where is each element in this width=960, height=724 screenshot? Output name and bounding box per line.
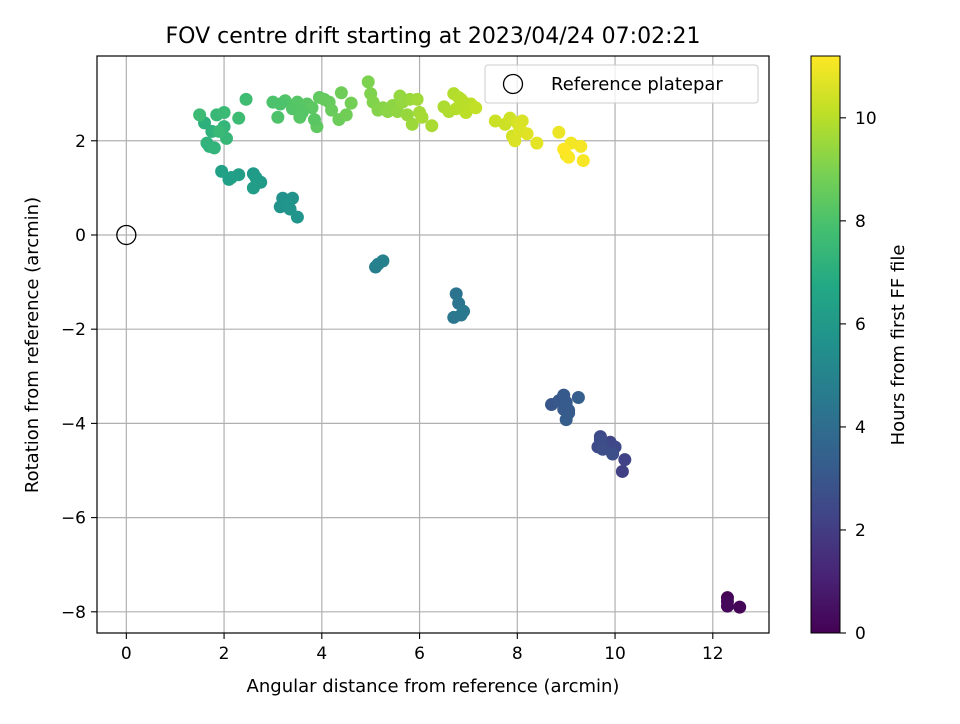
data-point (557, 142, 571, 156)
data-points (193, 75, 747, 614)
y-tick-label: −4 (61, 414, 86, 434)
legend-label: Reference platepar (551, 74, 723, 95)
data-point (488, 114, 502, 128)
x-tick-label: 6 (414, 644, 425, 664)
colorbar-tick-label: 2 (855, 521, 866, 541)
data-point (615, 464, 629, 478)
data-point (618, 453, 632, 467)
data-point (596, 442, 610, 456)
y-tick-label: −8 (61, 603, 86, 623)
data-point (393, 89, 407, 103)
chart-title: FOV centre drift starting at 2023/04/24 … (166, 24, 701, 49)
data-point (207, 141, 221, 155)
plot-frame (96, 55, 770, 634)
data-point (552, 125, 566, 139)
y-tick-label: 2 (75, 132, 86, 152)
data-point (574, 139, 588, 153)
data-point (193, 108, 207, 122)
y-axis-label: Rotation from reference (arcmin) (22, 197, 43, 493)
data-point (339, 108, 353, 122)
data-point (290, 95, 304, 109)
y-tick-label: −2 (61, 320, 86, 340)
colorbar-ticks: 0 2 4 6 8 10 (840, 109, 877, 644)
data-point (217, 106, 231, 120)
y-tick-label: 0 (75, 226, 86, 246)
data-point (530, 136, 544, 150)
data-point (271, 110, 285, 124)
colorbar-tick-label: 8 (855, 212, 866, 232)
data-point (606, 447, 620, 461)
x-tick-label: 2 (219, 644, 230, 664)
data-point (576, 154, 590, 168)
data-point (246, 181, 260, 195)
data-point (415, 110, 429, 124)
data-point (215, 164, 229, 178)
data-point (239, 92, 253, 106)
reference-point (116, 224, 137, 246)
legend: Reference platepar (484, 64, 759, 104)
data-point (334, 86, 348, 100)
data-point (344, 96, 358, 110)
data-point (410, 92, 424, 106)
data-point (249, 171, 263, 185)
reference-marker (116, 224, 137, 246)
data-point (425, 119, 439, 133)
y-axis-ticks: −8 −6 −4 −2 0 2 (61, 132, 97, 623)
x-tick-label: 12 (702, 644, 724, 664)
data-point (457, 95, 471, 109)
colorbar-tick-label: 0 (855, 624, 866, 644)
x-tick-label: 0 (121, 644, 132, 664)
colorbar-tick-label: 10 (855, 109, 877, 129)
data-point (559, 398, 573, 412)
legend-marker-icon (502, 73, 524, 95)
data-point (325, 103, 339, 117)
colorbar-label: Hours from first FF file (888, 245, 909, 446)
data-point (405, 117, 419, 131)
x-tick-label: 4 (316, 644, 327, 664)
colorbar-tick-label: 6 (855, 315, 866, 335)
data-point (457, 304, 471, 318)
legend-box (484, 64, 759, 104)
data-point (361, 75, 375, 89)
data-point (447, 310, 461, 324)
x-tick-label: 8 (512, 644, 523, 664)
x-axis-label: Angular distance from reference (arcmin) (247, 676, 620, 697)
data-point (273, 97, 287, 111)
data-point (733, 600, 747, 614)
grid-lines (97, 56, 769, 633)
colorbar-gradient (810, 55, 841, 634)
x-axis-ticks: 0 2 4 6 8 10 12 (121, 633, 724, 664)
data-point (376, 254, 390, 268)
data-point (571, 390, 585, 404)
y-tick-label: −6 (61, 509, 86, 529)
data-point (305, 101, 319, 115)
colorbar-tick-label: 4 (855, 418, 866, 438)
data-point (281, 197, 295, 211)
data-point (232, 111, 246, 125)
x-tick-label: 10 (604, 644, 626, 664)
data-point (469, 101, 483, 115)
colorbar: 0 2 4 6 8 10 Hours from first FF file (810, 55, 909, 644)
data-point (295, 106, 309, 120)
data-point (513, 121, 527, 135)
data-point (290, 210, 304, 224)
data-point (212, 124, 226, 138)
data-point (720, 594, 734, 608)
data-point (307, 113, 321, 127)
